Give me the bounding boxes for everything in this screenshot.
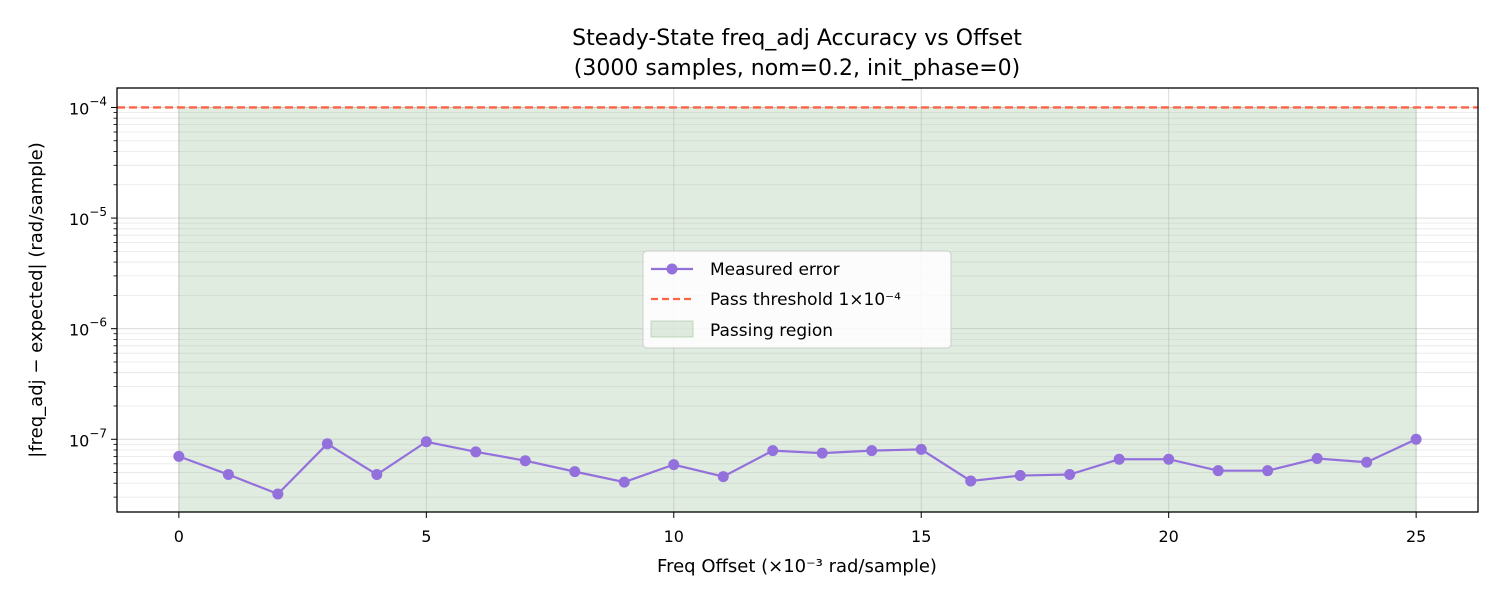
data-point (420, 436, 432, 448)
data-point (272, 488, 284, 500)
data-point (866, 445, 878, 457)
legend-label-threshold: Pass threshold 1×10⁻⁴ (710, 290, 901, 310)
x-tick-label: 5 (421, 527, 431, 546)
chart-subtitle: (3000 samples, nom=0.2, init_phase=0) (574, 56, 1020, 81)
data-point (1014, 470, 1026, 482)
data-point (717, 471, 729, 483)
legend-patch-passing (650, 320, 694, 338)
plot-frame (116, 87, 1479, 513)
data-point (569, 466, 581, 478)
legend: Measured error Pass threshold 1×10⁻⁴ Pas… (642, 250, 952, 349)
legend-label-measured: Measured error (710, 260, 840, 280)
data-point (1163, 453, 1175, 465)
legend-marker-measured (666, 263, 678, 275)
data-point (965, 475, 977, 487)
data-point (1410, 433, 1422, 445)
x-axis-label: Freq Offset (×10⁻³ rad/sample) (657, 556, 937, 577)
x-tick-label: 0 (174, 527, 184, 546)
chart-title: Steady-State freq_adj Accuracy vs Offset (572, 26, 1022, 51)
data-point (1212, 465, 1224, 477)
data-point (173, 450, 185, 462)
data-point (1113, 453, 1125, 465)
data-point (618, 476, 630, 488)
x-tick-label: 15 (911, 527, 931, 546)
data-point (470, 446, 482, 458)
data-point (1064, 469, 1076, 481)
data-point (371, 469, 383, 481)
data-point (767, 445, 779, 457)
data-point (1361, 456, 1373, 468)
data-point (668, 459, 680, 471)
data-point (1262, 465, 1274, 477)
series-line-0 (178, 438, 1417, 496)
legend-frame (642, 250, 952, 349)
data-point (321, 438, 333, 450)
x-tick-label: 20 (1159, 527, 1179, 546)
x-tick-label: 25 (1406, 527, 1426, 546)
x-tick-label: 10 (664, 527, 684, 546)
data-point (519, 455, 531, 467)
data-point (222, 469, 234, 481)
y-axis-label: |freq_adj − expected| (rad/sample) (26, 142, 47, 457)
legend-label-passing: Passing region (710, 321, 833, 341)
data-point (915, 443, 927, 455)
data-point (816, 447, 828, 459)
data-point (1311, 453, 1323, 465)
